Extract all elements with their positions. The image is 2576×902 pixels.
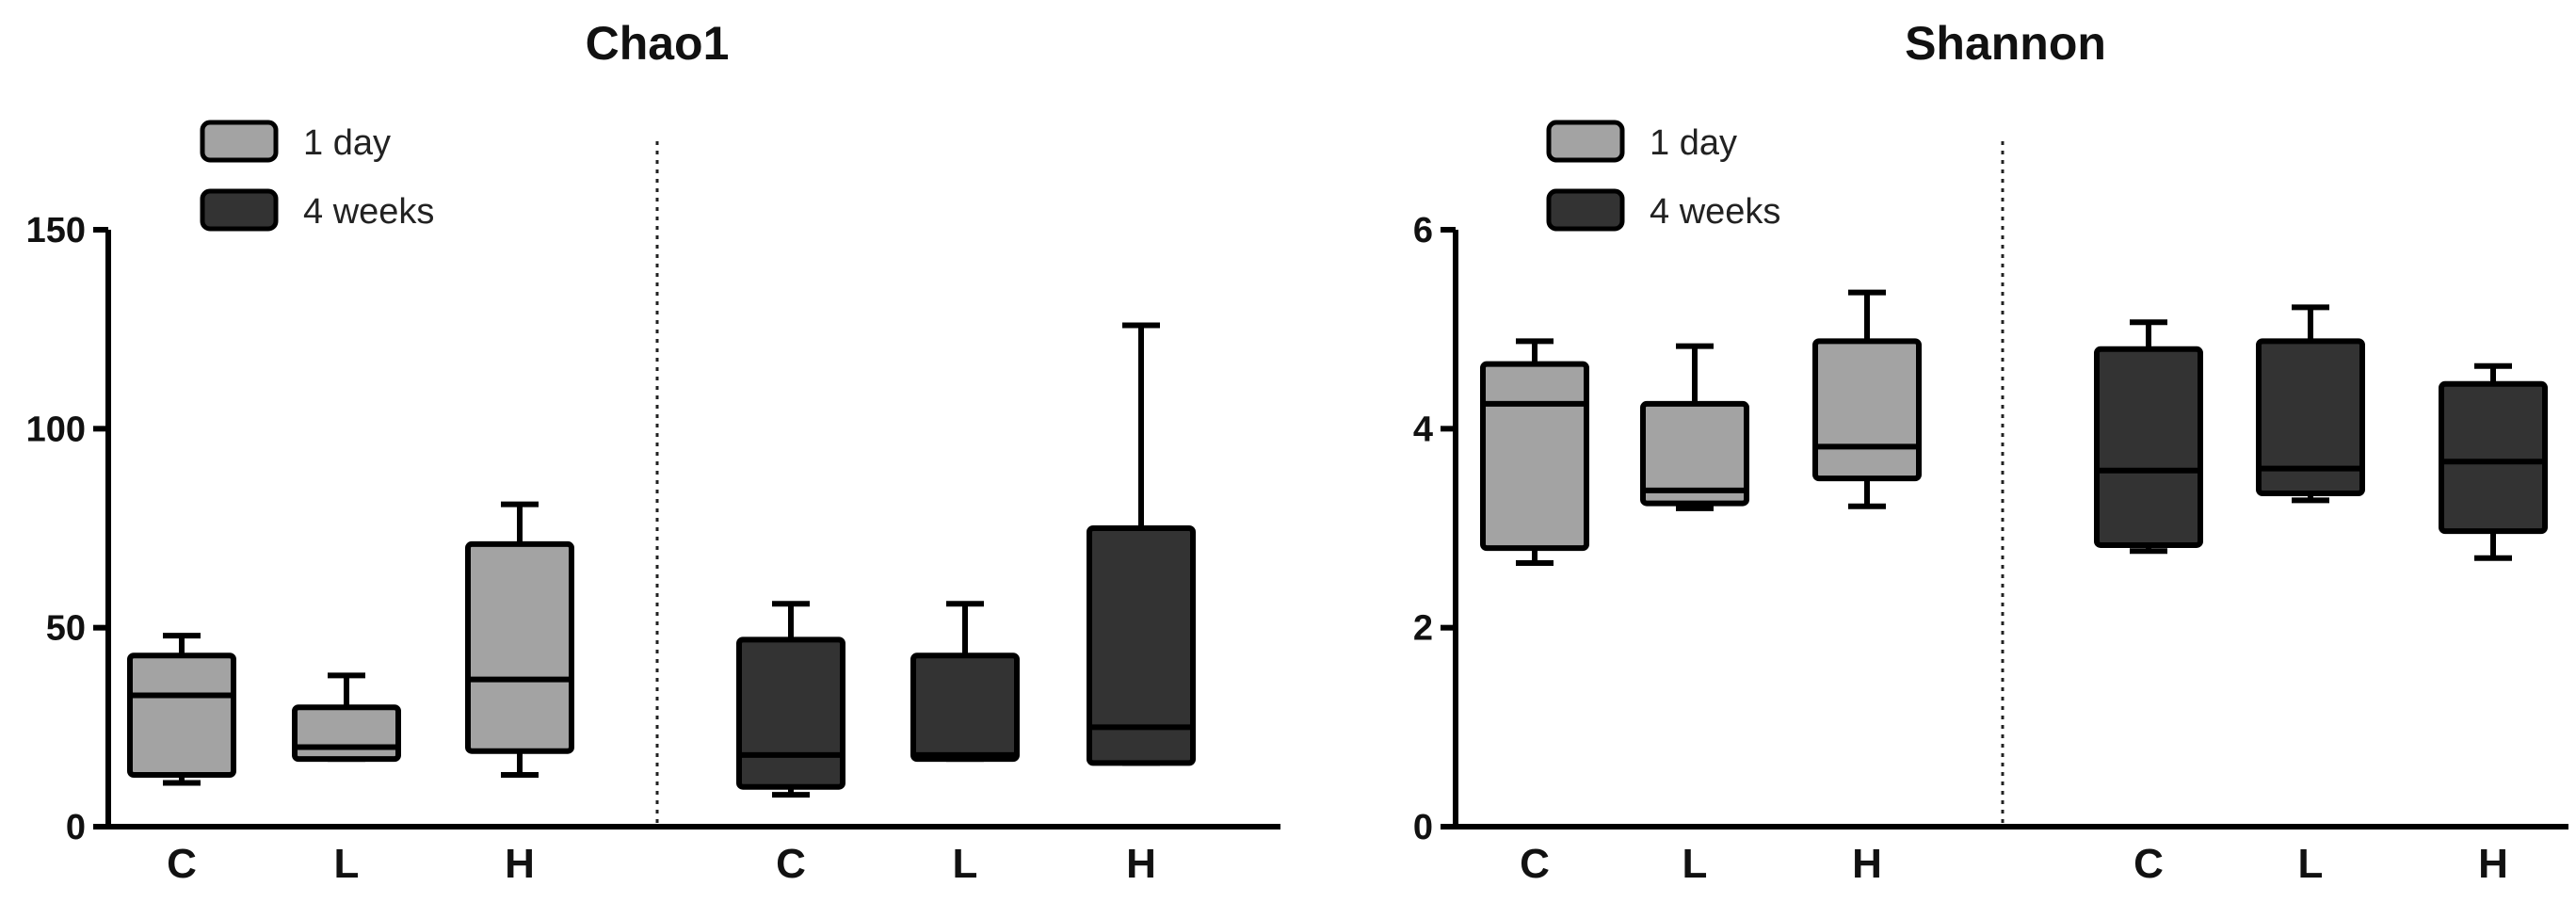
- legend-swatch-1-day: [1546, 120, 1625, 163]
- y-tick-label: 50: [46, 609, 86, 649]
- box-1-day-L: [292, 672, 401, 763]
- iqr-box: [127, 652, 236, 779]
- legend: 1 day 4 weeks: [1546, 120, 1780, 232]
- box-4-weeks-H: [1087, 322, 1196, 766]
- box-4-weeks-L: [2256, 304, 2365, 504]
- category-label: C: [776, 841, 806, 887]
- chart-title: Chao1: [586, 17, 730, 70]
- box-plots: [127, 322, 1196, 798]
- category-label: H: [505, 841, 535, 887]
- box-1-day-L: [1640, 343, 1749, 511]
- category-label: H: [1126, 841, 1156, 887]
- category-label: H: [2478, 841, 2508, 887]
- iqr-box: [2094, 346, 2203, 548]
- category-label: L: [1682, 841, 1708, 887]
- box-4-weeks-C: [736, 601, 845, 798]
- category-label: C: [167, 841, 197, 887]
- iqr-box: [1812, 338, 1922, 482]
- legend-swatch-1-day: [200, 120, 279, 163]
- iqr-box: [736, 636, 845, 790]
- legend: 1 day 4 weeks: [200, 120, 434, 232]
- box-4-weeks-L: [910, 601, 1020, 763]
- y-ticks: 0 50 100 150: [26, 211, 108, 847]
- iqr-box: [465, 540, 574, 754]
- legend-swatch-4-weeks: [1546, 188, 1625, 232]
- legend-label-1-day: 1 day: [1650, 123, 1737, 163]
- chart-title: Shannon: [1905, 17, 2106, 70]
- y-tick-label: 2: [1413, 609, 1433, 649]
- legend-label-4-weeks: 4 weeks: [1650, 192, 1780, 232]
- category-label: L: [334, 841, 360, 887]
- category-label: H: [1852, 841, 1882, 887]
- box-1-day-H: [465, 501, 574, 779]
- legend-label-1-day: 1 day: [303, 123, 391, 163]
- y-tick-label: 6: [1413, 211, 1433, 250]
- y-tick-label: 100: [26, 410, 86, 449]
- category-label: C: [2133, 841, 2164, 887]
- shannon-panel: Shannon 1 day 4 weeks 0 2 4 6 C L H C L H: [1413, 17, 2568, 887]
- y-tick-label: 0: [66, 808, 86, 847]
- y-tick-label: 0: [1413, 808, 1433, 847]
- category-label: L: [953, 841, 978, 887]
- box-1-day-C: [127, 633, 236, 786]
- legend-label-4-weeks: 4 weeks: [303, 192, 434, 232]
- box-4-weeks-C: [2094, 319, 2203, 555]
- iqr-box: [1640, 400, 1749, 507]
- box-4-weeks-H: [2439, 362, 2548, 561]
- y-tick-label: 150: [26, 211, 86, 250]
- legend-swatch-4-weeks: [200, 188, 279, 232]
- iqr-box: [1480, 361, 1589, 552]
- iqr-box: [1087, 525, 1196, 766]
- y-ticks: 0 2 4 6: [1413, 211, 1456, 847]
- category-label: L: [2298, 841, 2324, 887]
- category-label: C: [1520, 841, 1550, 887]
- box-plots: [1480, 289, 2548, 566]
- iqr-box: [2439, 380, 2548, 535]
- iqr-box: [2256, 338, 2365, 497]
- box-1-day-H: [1812, 289, 1922, 509]
- chao1-panel: Chao1 1 day 4 weeks 0 50 100 150 C L H C L H: [26, 17, 1280, 887]
- box-1-day-C: [1480, 338, 1589, 566]
- iqr-box: [910, 652, 1020, 763]
- iqr-box: [292, 704, 401, 763]
- y-tick-label: 4: [1413, 410, 1433, 449]
